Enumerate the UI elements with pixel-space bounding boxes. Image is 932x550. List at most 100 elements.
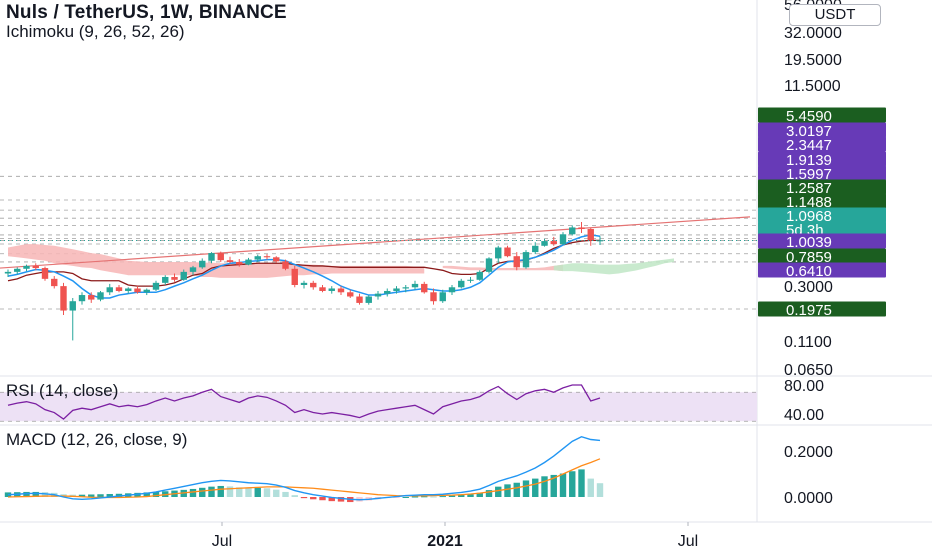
macd-histogram-bar [254, 487, 261, 497]
macd-histogram-bar [522, 480, 530, 497]
macd-histogram-bar [300, 497, 308, 499]
candle-body [365, 296, 372, 303]
candle-body [439, 292, 446, 302]
macd-tick-label: 0.0000 [784, 490, 833, 507]
candle-body [522, 252, 530, 268]
macd-histogram-bar [226, 486, 234, 497]
price-badge-label: 3.0197 [786, 123, 832, 140]
candle-body [384, 290, 391, 294]
macd-histogram-bar [559, 473, 567, 497]
macd-histogram-bar [393, 497, 400, 498]
macd-histogram-bar [578, 469, 585, 497]
candle-body [152, 282, 160, 290]
candle-body [125, 288, 132, 291]
macd-label[interactable]: MACD (12, 26, close, 9) [6, 430, 188, 449]
macd-histogram-bar [106, 494, 113, 497]
candle-body [347, 292, 354, 297]
macd-histogram-bar [245, 487, 252, 497]
macd-histogram-bar [88, 494, 95, 497]
price-badge-label: 5.4590 [786, 108, 832, 125]
candle-body [134, 288, 141, 293]
macd-histogram-bar [402, 497, 409, 498]
rsi-tick-label: 80.00 [784, 378, 824, 395]
price-badge-label: 1.0968 [786, 208, 832, 225]
macd-histogram-bar [430, 496, 437, 498]
price-badge [758, 221, 886, 237]
candle-body [41, 268, 49, 279]
candle-body [51, 278, 58, 287]
candle-body [273, 257, 280, 262]
candle-body [513, 256, 520, 268]
rsi-band [0, 392, 757, 422]
candle-body [115, 287, 123, 291]
candle-body [504, 247, 511, 257]
rsi-label[interactable]: RSI (14, close) [6, 381, 119, 400]
trendline [0, 216, 751, 269]
price-badge [758, 301, 886, 317]
candle-body [291, 268, 298, 285]
macd-histogram-bar [97, 494, 104, 497]
candle-body [60, 286, 67, 311]
price-badge [758, 151, 886, 167]
candle-body [23, 265, 30, 269]
candle-body [236, 261, 243, 265]
price-badge-label: 1.9139 [786, 152, 832, 169]
time-tick-label: Jul [212, 533, 232, 550]
candle-body [254, 256, 261, 260]
price-tick-label: 32.0000 [784, 25, 842, 42]
macd-histogram-bar [328, 497, 335, 502]
macd-histogram-bar [263, 488, 271, 497]
candle-body [485, 258, 493, 272]
candle-body [430, 292, 437, 302]
candle-body [263, 256, 271, 258]
candle-body [78, 295, 86, 302]
candle-body [319, 287, 326, 291]
candle-body [199, 260, 206, 268]
price-badge [758, 122, 886, 138]
candle-body [180, 271, 187, 280]
price-badge [758, 165, 886, 181]
currency-button[interactable]: USDT [789, 4, 881, 26]
macd-histogram-bar [319, 497, 326, 501]
price-badge [758, 136, 886, 152]
price-badge [758, 179, 886, 195]
candle-body [337, 288, 345, 293]
tenkan-line [7, 234, 601, 299]
macd-histogram-bar [439, 496, 446, 498]
macd-histogram-bar [495, 486, 502, 497]
macd-histogram-bar [78, 494, 86, 497]
rsi-tick-label: 40.00 [784, 407, 824, 424]
price-badge-label: 0.6410 [786, 263, 832, 280]
ichimoku-label[interactable]: Ichimoku (9, 26, 52, 26) [6, 22, 185, 41]
candle-body [88, 295, 95, 300]
price-badge-label: 0.1975 [786, 302, 832, 319]
price-badge-label: 1.2587 [786, 180, 832, 197]
price-badge [758, 233, 886, 249]
candle-body [495, 247, 502, 259]
macd-histogram-bar [337, 497, 345, 502]
candle-body [106, 287, 113, 293]
macd-histogram-bar [236, 487, 243, 497]
macd-histogram-bar [532, 478, 539, 497]
candle-body [550, 241, 557, 245]
candle-body [569, 227, 576, 235]
candle-body [559, 234, 567, 245]
macd-histogram-bar [23, 491, 30, 497]
macd-histogram-bar [458, 494, 465, 497]
candle-body [171, 276, 178, 280]
macd-histogram-bar [541, 476, 548, 497]
chart-title[interactable]: Nuls / TetherUS, 1W, BINANCE [6, 2, 287, 23]
macd-histogram-bar [550, 474, 557, 497]
kumo-cloud-future-bull [553, 258, 674, 275]
rsi-line [7, 384, 601, 420]
price-badge [758, 262, 886, 278]
candle-body [476, 271, 483, 280]
macd-histogram-bar [467, 494, 474, 497]
candle-body [587, 229, 594, 241]
candle-body [532, 245, 539, 253]
macd-histogram-bar [596, 483, 604, 497]
macd-histogram-bar [291, 495, 298, 497]
macd-histogram-bar [411, 496, 419, 498]
